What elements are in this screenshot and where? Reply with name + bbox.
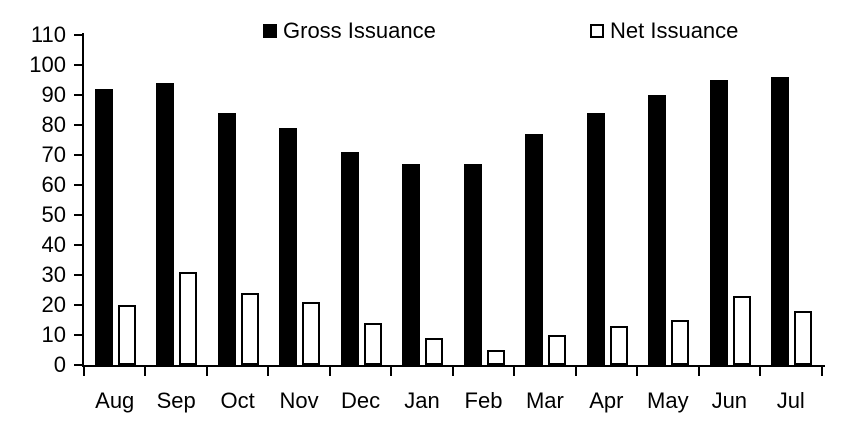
y-tick-label: 50	[41, 202, 66, 227]
x-axis-tick	[390, 367, 393, 376]
x-axis-tick	[328, 367, 331, 376]
y-axis-tick	[74, 274, 84, 276]
bar-net-mar	[548, 335, 567, 365]
y-tick-label: 0	[53, 352, 66, 377]
x-axis-label-sep: Sep	[156, 388, 196, 413]
x-axis-tick	[83, 367, 85, 376]
y-tick-label: 60	[41, 172, 66, 197]
x-axis-tick	[697, 367, 700, 376]
x-axis-tick	[451, 367, 454, 376]
x-axis-tick	[574, 367, 577, 376]
legend-item-net-issuance: Net Issuance	[590, 17, 738, 45]
x-axis-label-jul: Jul	[776, 388, 805, 413]
bar-gross-oct	[217, 113, 236, 365]
y-axis-line	[82, 33, 84, 367]
bar-gross-may	[648, 95, 667, 365]
bar-gross-jun	[709, 80, 728, 365]
y-axis-tick	[74, 184, 84, 186]
bar-net-may	[671, 320, 690, 365]
y-axis-tick	[74, 154, 84, 156]
y-axis-tick	[74, 334, 84, 336]
x-axis-tick	[820, 367, 823, 376]
x-axis-label-jan: Jan	[404, 388, 440, 413]
bar-gross-apr	[586, 113, 605, 365]
x-axis-label-nov: Nov	[279, 388, 319, 413]
bar-net-jan	[425, 338, 444, 365]
y-tick-label: 110	[30, 22, 66, 47]
y-axis-tick	[74, 214, 84, 216]
x-axis-label-mar: Mar	[525, 388, 564, 413]
x-axis-label-oct: Oct	[220, 388, 255, 413]
legend-label-gross-issuance: Gross Issuance	[283, 18, 436, 43]
bar-gross-mar	[525, 134, 544, 365]
y-tick-label: 70	[41, 142, 66, 167]
y-tick-label: 100	[29, 52, 66, 77]
y-axis-tick	[74, 34, 84, 36]
x-axis-tick	[205, 367, 208, 376]
x-axis-tick	[267, 367, 270, 376]
bar-net-jul	[794, 311, 813, 365]
bar-net-nov	[302, 302, 321, 365]
bar-net-oct	[240, 293, 259, 365]
bar-net-feb	[486, 350, 505, 365]
bar-gross-aug	[95, 89, 113, 365]
y-tick-label: 10	[41, 322, 66, 347]
bar-gross-sep	[156, 83, 175, 365]
bar-gross-feb	[463, 164, 482, 365]
bar-gross-dec	[340, 152, 359, 365]
y-tick-label: 40	[41, 232, 66, 257]
x-axis-label-aug: Aug	[95, 388, 135, 413]
y-tick-label: 20	[41, 292, 66, 317]
y-axis-tick	[74, 304, 84, 306]
bar-gross-nov	[279, 128, 298, 365]
y-axis-tick	[74, 244, 84, 246]
x-axis-tick	[759, 367, 762, 376]
bar-gross-jul	[771, 77, 790, 365]
y-tick-label: 90	[41, 82, 66, 107]
x-axis-label-dec: Dec	[340, 388, 381, 413]
bar-net-dec	[363, 323, 382, 365]
bar-net-apr	[609, 326, 628, 365]
y-axis-tick	[74, 94, 84, 96]
y-axis-tick	[74, 64, 84, 66]
bar-net-sep	[179, 272, 198, 365]
net-issuance-swatch-icon	[590, 24, 604, 38]
x-axis-tick	[513, 367, 516, 376]
y-tick-label: 80	[41, 112, 66, 137]
x-axis-label-apr: Apr	[589, 388, 624, 413]
bar-net-jun	[732, 296, 751, 365]
legend-item-gross-issuance: Gross Issuance	[263, 17, 436, 45]
y-axis-tick	[74, 364, 84, 366]
x-axis-tick	[636, 367, 639, 376]
x-axis-label-jun: Jun	[711, 388, 748, 413]
gross-issuance-swatch-icon	[263, 24, 277, 38]
x-axis-tick	[144, 367, 147, 376]
bar-gross-jan	[402, 164, 421, 365]
y-axis-tick	[74, 124, 84, 126]
legend-label-net-issuance: Net Issuance	[610, 18, 739, 43]
y-tick-label: 30	[41, 262, 66, 287]
x-axis-line	[82, 365, 825, 367]
bar-net-aug	[118, 305, 136, 365]
x-axis-label-may: May	[647, 388, 689, 413]
x-axis-label-feb: Feb	[464, 388, 503, 413]
